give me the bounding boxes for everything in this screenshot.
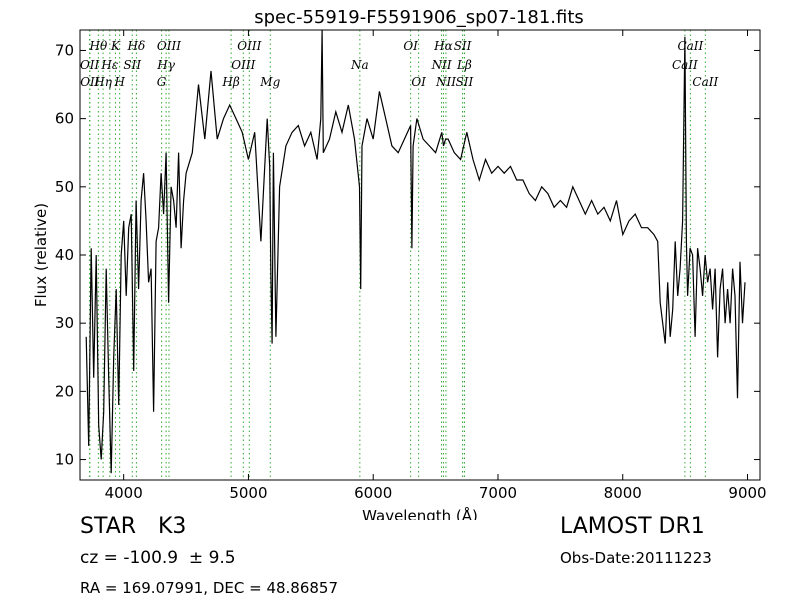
object-class: STAR [80,514,137,539]
line-marker-label: OI [403,39,418,53]
line-marker-label: SII [456,75,474,89]
line-marker-label: Hη [93,75,112,89]
line-marker-label: OIII [157,39,181,53]
x-tick-label: 4000 [105,484,143,502]
observation-date: Obs-Date:20111223 [560,549,712,567]
line-marker-label: CaII [692,75,718,89]
x-tick-label: 6000 [354,484,392,502]
line-marker-label: Hε [100,58,118,72]
y-tick-label: 30 [55,314,74,332]
line-marker-label: NII [431,58,452,72]
line-marker-label: Hγ [156,58,175,72]
line-marker-label: K [110,39,121,53]
x-tick-label: 7000 [479,484,517,502]
line-marker-label: OIII [237,39,261,53]
redshift-velocity: cz = -100.9 ± 9.5 [80,548,236,568]
spectrum-chart: spec-55919-F5591906_sp07-181.fits Hθ OII O… [32,7,767,520]
line-marker-label: OIII [231,58,255,72]
line-marker-label: G [157,75,167,89]
x-axis-ticks: 4000 5000 6000 7000 8000 9000 [105,30,767,502]
line-marker-label: Hβ [221,75,239,89]
coordinates: RA = 169.07991, DEC = 48.86857 [80,579,339,597]
emission-line-markers [89,30,706,480]
line-marker-label: OII [80,75,100,89]
line-marker-label: SII [454,39,472,53]
line-marker-label: H [113,75,125,89]
y-tick-label: 50 [55,178,74,196]
line-marker-label: OI [411,75,426,89]
line-marker-label: Hδ [127,39,146,53]
line-marker-label: Hα [433,39,453,53]
x-axis-label: Wavelength (Å) [362,506,478,520]
y-tick-label: 20 [55,382,74,400]
line-marker-label: SII [123,58,141,72]
chart-title: spec-55919-F5591906_sp07-181.fits [254,7,584,28]
y-tick-label: 60 [55,110,74,128]
line-marker-label: Mg [259,75,280,89]
x-tick-label: 8000 [604,484,642,502]
y-axis-ticks: 10 20 30 40 50 60 70 [55,41,760,469]
subclass: K3 [158,514,187,539]
line-marker-label: Hθ [88,39,107,53]
y-axis-label: Flux (relative) [32,203,50,307]
line-marker-label: CaII [677,39,703,53]
y-tick-label: 40 [55,246,74,264]
y-tick-label: 10 [55,451,74,469]
line-marker-label: OII [80,58,100,72]
survey-name: LAMOST DR1 [560,514,705,539]
x-tick-label: 9000 [728,484,766,502]
y-tick-label: 70 [55,41,74,59]
line-marker-label: NII [435,75,456,89]
x-tick-label: 5000 [229,484,267,502]
line-marker-label: Na [350,58,369,72]
line-marker-label: Lβ [456,58,472,72]
spectrum-line [85,29,746,474]
